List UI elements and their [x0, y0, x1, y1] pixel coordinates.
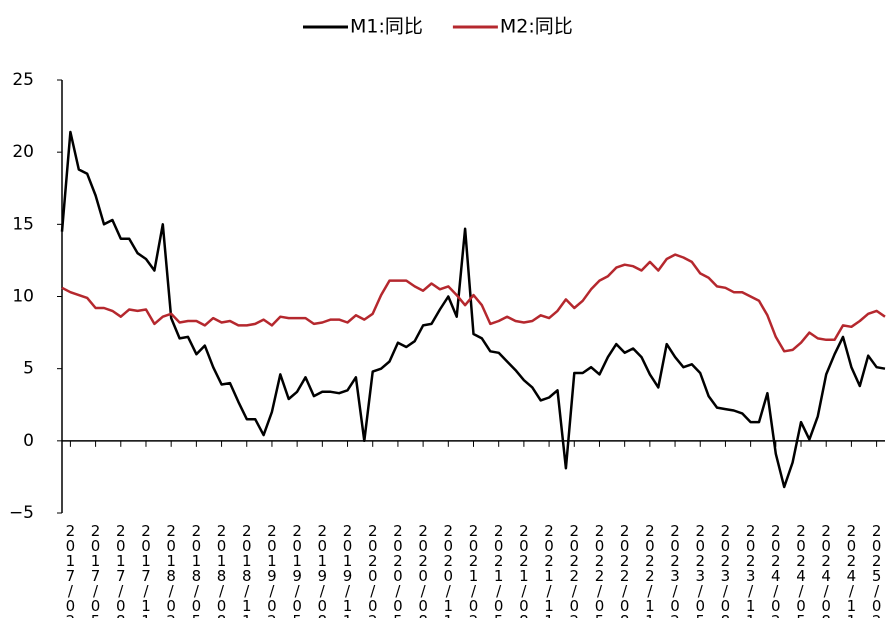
y-tick-label: 0	[23, 431, 34, 451]
legend-label: M2:同比	[500, 16, 573, 38]
x-tick-label: 2023/08	[716, 522, 734, 618]
x-tick-label: 2021/02	[465, 522, 483, 618]
y-tick-label: −5	[9, 503, 34, 523]
x-tick-label: 2017/08	[112, 522, 130, 618]
x-tick-label: 2022/11	[641, 522, 659, 618]
y-tick-label: 15	[12, 214, 34, 234]
x-tick-label: 2022/02	[565, 522, 583, 618]
x-tick-label: 2024/08	[817, 522, 835, 618]
y-tick-label: 5	[23, 359, 34, 379]
x-tick-label: 2025/02	[868, 522, 886, 618]
x-tick-label: 2021/05	[490, 522, 508, 618]
x-tick-label: 2024/11	[842, 522, 860, 618]
x-tick-label: 2021/08	[515, 522, 533, 618]
x-tick-label: 2018/05	[187, 522, 205, 618]
x-tick-label: 2023/02	[666, 522, 684, 618]
x-tick-label: 2018/08	[213, 522, 231, 618]
x-tick-label: 2019/08	[313, 522, 331, 618]
x-tick-label: 2024/02	[767, 522, 785, 618]
x-tick-label: 2022/05	[590, 522, 608, 618]
y-tick-label: 25	[12, 70, 34, 90]
x-tick-label: 2023/05	[691, 522, 709, 618]
x-tick-label: 2017/02	[61, 522, 79, 618]
x-tick-label: 2019/11	[339, 522, 357, 618]
x-tick-label: 2018/02	[162, 522, 180, 618]
x-tick-label: 2020/02	[364, 522, 382, 618]
x-tick-label: 2023/11	[742, 522, 760, 618]
x-tick-label: 2019/02	[263, 522, 281, 618]
x-tick-label: 2020/08	[414, 522, 432, 618]
x-tick-label: 2024/05	[792, 522, 810, 618]
x-tick-label: 2017/11	[137, 522, 155, 618]
x-tick-label: 2020/11	[439, 522, 457, 618]
x-tick-label: 2021/11	[540, 522, 558, 618]
legend-label: M1:同比	[350, 16, 423, 38]
x-tick-label: 2019/05	[288, 522, 306, 618]
y-tick-label: 20	[12, 142, 34, 162]
line-series	[60, 130, 886, 489]
x-tick-label: 2022/08	[616, 522, 634, 618]
line-series	[61, 253, 886, 353]
x-tick-label: 2017/05	[87, 522, 105, 618]
y-tick-label: 10	[12, 287, 34, 307]
x-tick-label: 2020/05	[389, 522, 407, 618]
x-tick-label: 2018/11	[238, 522, 256, 618]
